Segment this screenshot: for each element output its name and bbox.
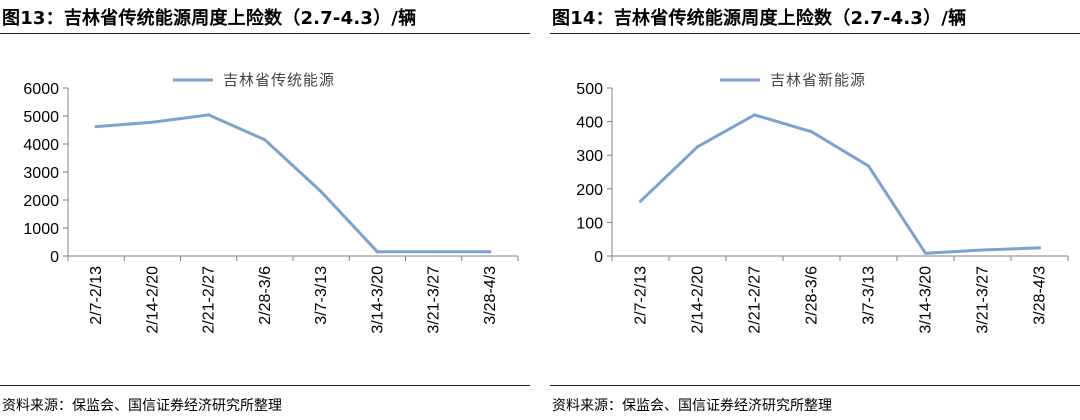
data-point (1038, 246, 1041, 250)
x-tick-label: 2/14-2/20 (144, 266, 161, 334)
data-point (432, 250, 436, 254)
data-point (810, 130, 813, 134)
title-rule (550, 33, 1080, 34)
x-tick-label: 2/7-2/13 (633, 266, 650, 325)
data-point (924, 251, 927, 255)
data-point (263, 138, 267, 142)
x-tick-label: 3/21-3/27 (426, 266, 443, 334)
data-point (150, 120, 154, 124)
data-point (207, 113, 211, 117)
y-tick-label: 300 (576, 148, 603, 165)
data-point (981, 248, 984, 252)
y-tick-label: 400 (576, 115, 603, 132)
x-tick-label: 3/28-4/3 (1032, 266, 1049, 325)
y-tick-label: 0 (50, 249, 59, 266)
chart-new-energy: 0 100 200 300 400 500 2/7-2/13 2/14-2/20 2/21-2/… (576, 71, 1069, 334)
data-point (696, 145, 699, 149)
source-note: 资料来源：保监会、国信证券经济研究所整理 (2, 398, 282, 414)
data-point (488, 250, 492, 254)
source-rule (0, 385, 530, 386)
y-tick-label: 500 (576, 81, 603, 98)
x-tick-label: 2/28-3/6 (257, 266, 274, 325)
y-tick-label: 0 (594, 249, 603, 266)
y-tick-label: 3000 (23, 165, 59, 182)
x-tick-label: 2/28-3/6 (804, 266, 821, 325)
x-tick-label: 3/7-3/13 (861, 266, 878, 325)
figure-title: 图14：吉林省传统能源周度上险数（2.7-4.3）/辆 (552, 8, 967, 29)
y-tick-label: 4000 (23, 137, 59, 154)
y-tick-label: 100 (576, 215, 603, 232)
x-tick-label: 3/14-3/20 (369, 266, 386, 334)
legend-label: 吉林省新能源 (770, 71, 866, 89)
data-point (753, 113, 756, 117)
y-tick-label: 1000 (23, 221, 59, 238)
x-tick-label: 3/21-3/27 (975, 266, 992, 334)
series-line (639, 113, 1041, 255)
y-tick-label: 2000 (23, 193, 59, 210)
source-note: 资料来源：保监会、国信证券经济研究所整理 (552, 398, 832, 414)
chart-traditional-energy: 0 1000 2000 3000 4000 5000 6000 2/7-2/13 2/14-2/… (23, 71, 519, 334)
data-point (639, 199, 642, 203)
data-point (375, 250, 379, 254)
x-tick-label: 2/7-2/13 (88, 266, 105, 325)
x-tick-label: 3/14-3/20 (918, 266, 935, 334)
y-tick-label: 5000 (23, 109, 59, 126)
x-tick-label: 2/21-2/27 (747, 266, 764, 334)
y-tick-label: 200 (576, 182, 603, 199)
x-tick-label: 2/21-2/27 (201, 266, 218, 334)
figure-14-panel: 图14：吉林省传统能源周度上险数（2.7-4.3）/辆 0 100 200 300 40… (550, 0, 1080, 420)
title-rule (0, 33, 530, 34)
figure-13-panel: 图13：吉林省传统能源周度上险数（2.7-4.3）/辆 0 1000 2000 300… (0, 0, 530, 420)
data-point (94, 125, 98, 129)
figure-title: 图13：吉林省传统能源周度上险数（2.7-4.3）/辆 (2, 8, 417, 29)
data-point (867, 164, 870, 168)
source-rule (550, 385, 1080, 386)
x-tick-label: 3/7-3/13 (313, 266, 330, 325)
y-tick-label: 6000 (23, 81, 59, 98)
x-tick-label: 2/14-2/20 (690, 266, 707, 334)
legend-label: 吉林省传统能源 (223, 71, 335, 89)
x-tick-label: 3/28-4/3 (482, 266, 499, 325)
series-line (94, 113, 492, 254)
data-point (319, 190, 323, 194)
